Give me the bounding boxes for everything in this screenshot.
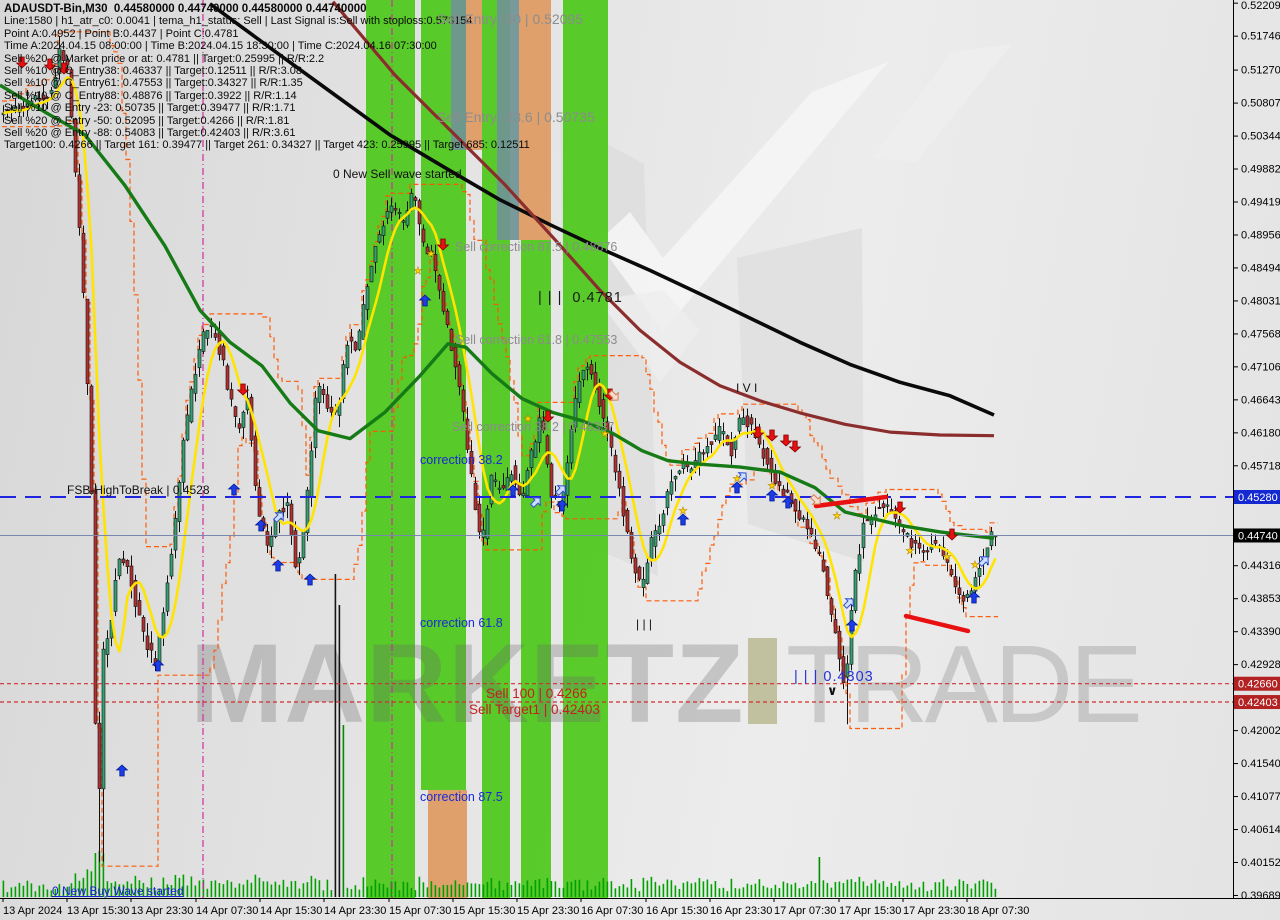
trend-segments xyxy=(813,494,971,634)
svg-text:0.39689: 0.39689 xyxy=(1241,890,1280,902)
svg-text:16 Apr 23:30: 16 Apr 23:30 xyxy=(710,905,772,917)
svg-text:★: ★ xyxy=(971,560,980,571)
svg-text:★: ★ xyxy=(679,506,688,517)
svg-text:15 Apr 23:30: 15 Apr 23:30 xyxy=(517,905,579,917)
svg-text:18 Apr 07:30: 18 Apr 07:30 xyxy=(967,905,1029,917)
vertical-lines xyxy=(202,0,393,898)
svg-text:★: ★ xyxy=(524,414,533,425)
svg-text:17 Apr 15:30: 17 Apr 15:30 xyxy=(839,905,901,917)
svg-text:0.51270: 0.51270 xyxy=(1241,65,1280,77)
svg-text:0.44316: 0.44316 xyxy=(1241,560,1280,572)
svg-text:0.47106: 0.47106 xyxy=(1241,361,1280,373)
svg-text:★: ★ xyxy=(943,552,952,563)
time-axis: 13 Apr 2024 13 Apr 15:30 13 Apr 23:30 14 Ap… xyxy=(0,898,1280,917)
svg-text:17 Apr 07:30: 17 Apr 07:30 xyxy=(774,905,836,917)
svg-text:0.50344: 0.50344 xyxy=(1241,131,1280,143)
svg-text:0.43390: 0.43390 xyxy=(1241,626,1280,638)
svg-text:0.42403: 0.42403 xyxy=(1238,697,1278,709)
svg-text:14 Apr 07:30: 14 Apr 07:30 xyxy=(196,905,258,917)
svg-text:0.50807: 0.50807 xyxy=(1241,98,1280,110)
svg-text:15 Apr 07:30: 15 Apr 07:30 xyxy=(389,905,451,917)
svg-text:0.46643: 0.46643 xyxy=(1241,394,1280,406)
svg-text:0.52209: 0.52209 xyxy=(1241,0,1280,12)
price-lines xyxy=(0,496,1233,703)
svg-text:16 Apr 15:30: 16 Apr 15:30 xyxy=(646,905,708,917)
svg-text:0.42002: 0.42002 xyxy=(1241,725,1280,737)
svg-text:0.48031: 0.48031 xyxy=(1241,295,1280,307)
svg-text:14 Apr 23:30: 14 Apr 23:30 xyxy=(324,905,386,917)
svg-text:14 Apr 15:30: 14 Apr 15:30 xyxy=(260,905,322,917)
ma-green xyxy=(0,83,995,540)
svg-text:0.40614: 0.40614 xyxy=(1241,824,1280,836)
svg-text:17 Apr 23:30: 17 Apr 23:30 xyxy=(903,905,965,917)
svg-text:0.43853: 0.43853 xyxy=(1241,593,1280,605)
svg-text:0.42928: 0.42928 xyxy=(1241,659,1280,671)
svg-text:0.40152: 0.40152 xyxy=(1241,857,1280,869)
svg-text:★: ★ xyxy=(768,481,777,492)
svg-text:13 Apr 15:30: 13 Apr 15:30 xyxy=(67,905,129,917)
moving-averages xyxy=(0,0,997,653)
svg-text:0.45280: 0.45280 xyxy=(1238,492,1278,504)
svg-text:0.47568: 0.47568 xyxy=(1241,328,1280,340)
svg-text:★: ★ xyxy=(414,266,423,277)
svg-text:0.46180: 0.46180 xyxy=(1241,427,1280,439)
svg-text:0.41077: 0.41077 xyxy=(1241,791,1280,803)
svg-text:★: ★ xyxy=(906,546,915,557)
price-axis: 0.52209 0.51746 0.51270 0.50807 0.50344 0.498… xyxy=(1233,0,1280,902)
svg-text:0.48956: 0.48956 xyxy=(1241,230,1280,242)
svg-text:0.44740: 0.44740 xyxy=(1238,530,1278,542)
svg-text:16 Apr 07:30: 16 Apr 07:30 xyxy=(581,905,643,917)
svg-text:★: ★ xyxy=(427,249,436,260)
svg-text:★: ★ xyxy=(733,474,742,485)
svg-text:0.51746: 0.51746 xyxy=(1241,31,1280,43)
svg-text:0.41540: 0.41540 xyxy=(1241,758,1280,770)
svg-text:0.48494: 0.48494 xyxy=(1241,262,1280,274)
svg-text:0.49882: 0.49882 xyxy=(1241,164,1280,176)
svg-text:0.49419: 0.49419 xyxy=(1241,197,1280,209)
svg-text:13 Apr 2024: 13 Apr 2024 xyxy=(3,905,62,917)
signal-markers: ★ ★ ★ ★ ★ ★ ★ ★ ★ ★ ★ xyxy=(15,56,989,777)
volume-bars xyxy=(2,574,997,897)
svg-text:13 Apr 23:30: 13 Apr 23:30 xyxy=(131,905,193,917)
ma-yellow xyxy=(3,75,997,653)
candles xyxy=(1,36,998,862)
svg-text:0.45718: 0.45718 xyxy=(1241,460,1280,472)
svg-text:★: ★ xyxy=(601,429,610,440)
ma-black xyxy=(208,2,995,417)
svg-text:0.42660: 0.42660 xyxy=(1238,679,1278,691)
svg-text:★: ★ xyxy=(833,511,842,522)
ma-brown xyxy=(331,0,995,438)
svg-text:15 Apr 15:30: 15 Apr 15:30 xyxy=(453,905,515,917)
